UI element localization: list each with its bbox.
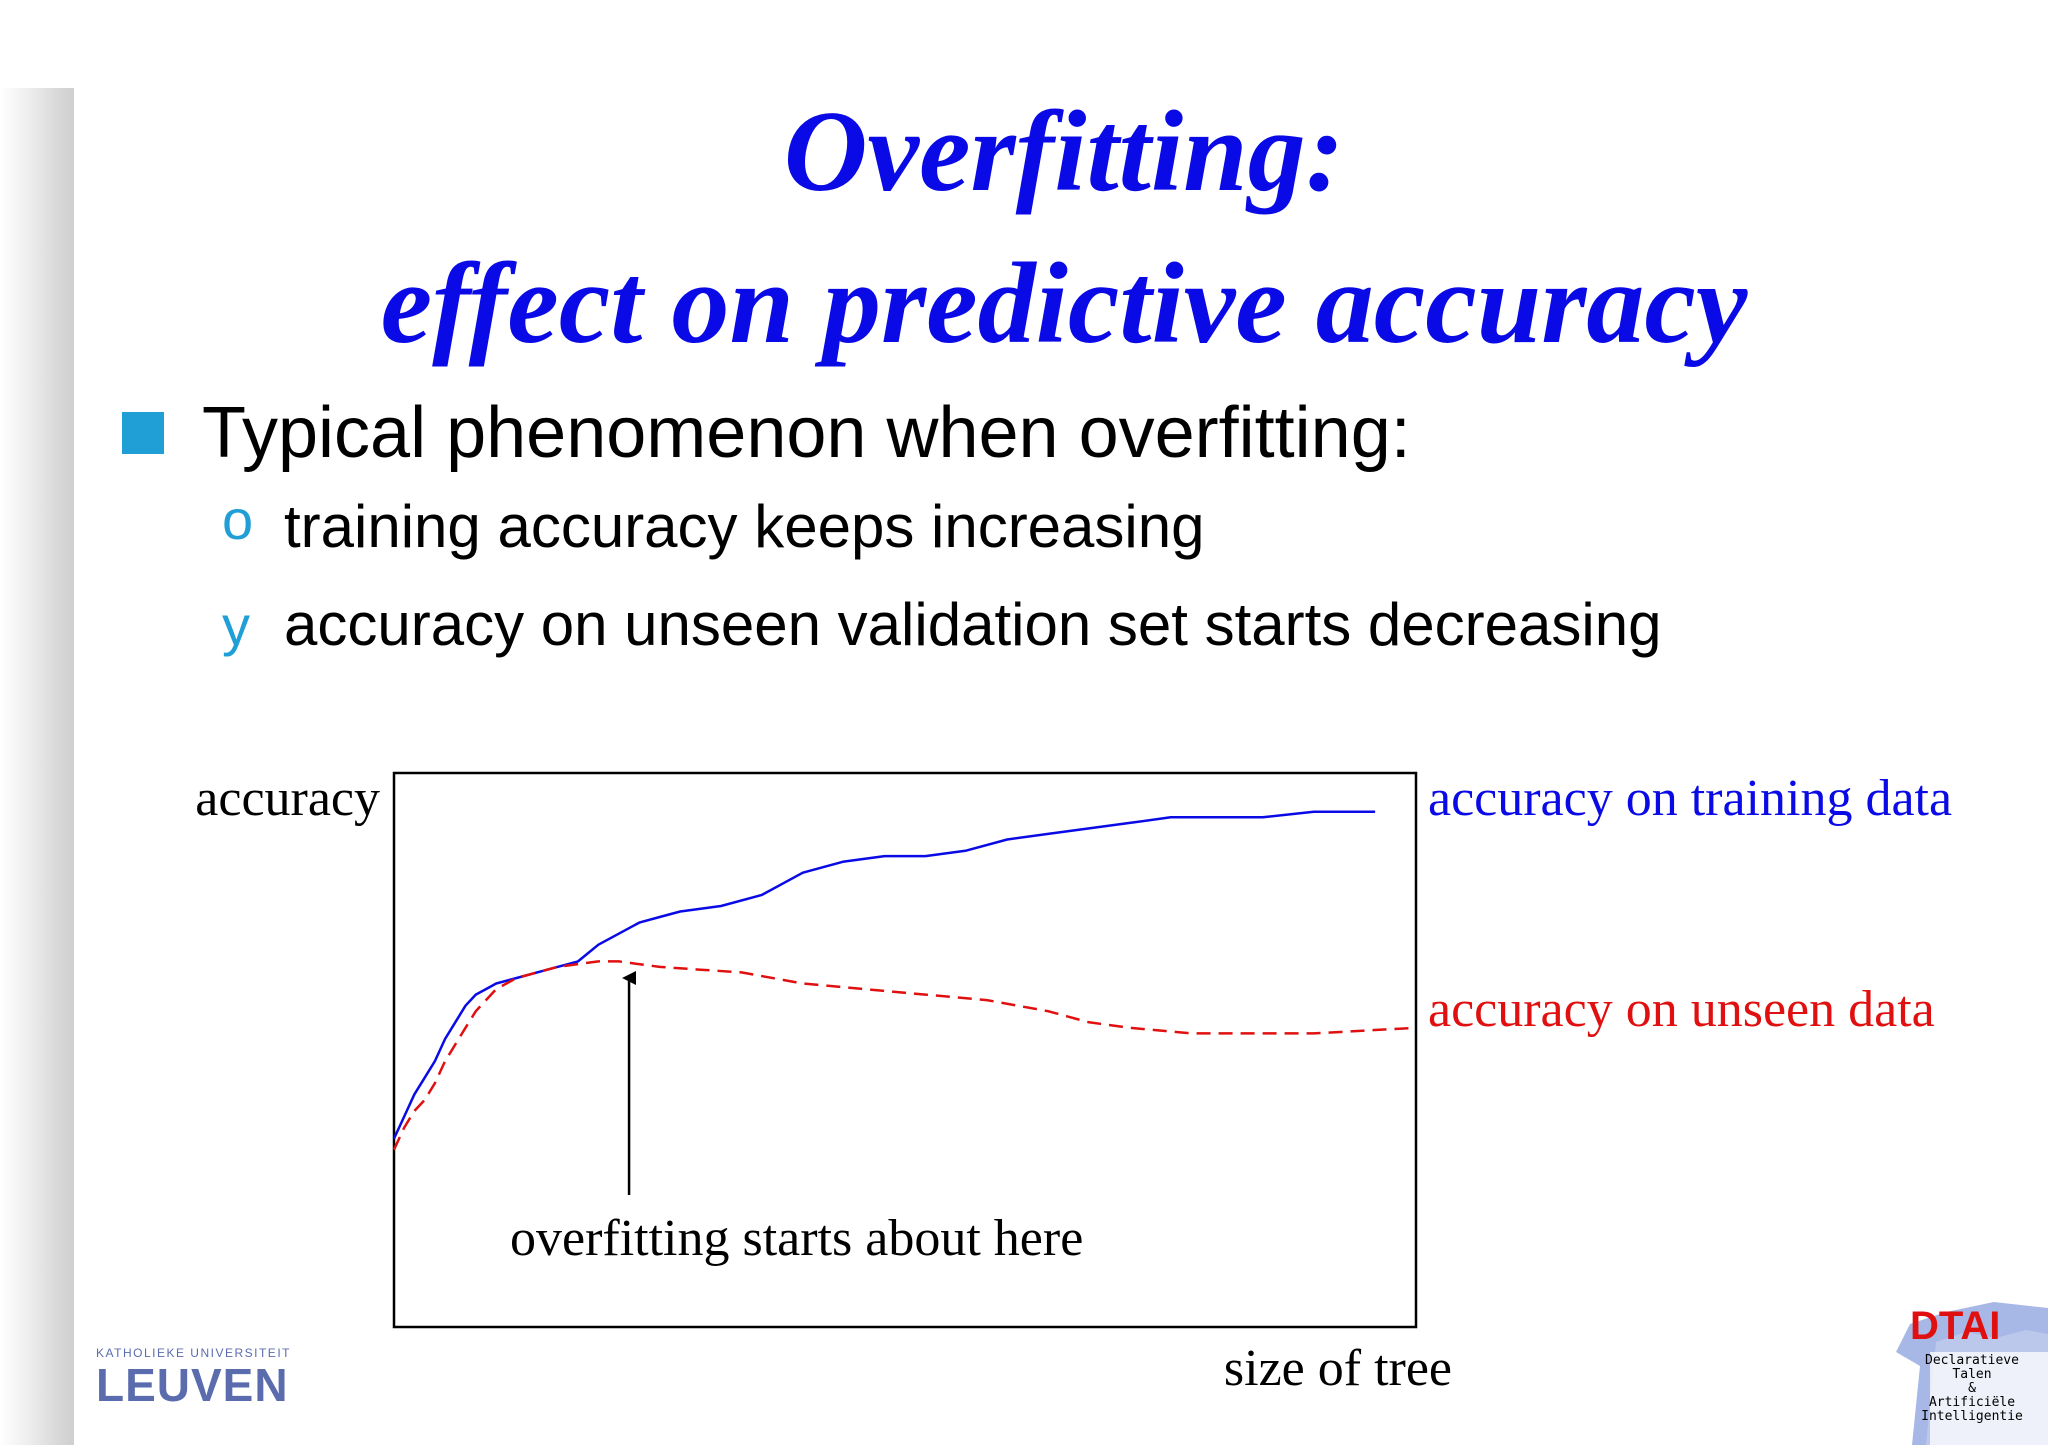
sub-bullet-marker-2: y: [222, 594, 250, 657]
series-line-training: [392, 810, 1376, 1140]
sub-bullet-1: o training accuracy keeps increasing: [222, 488, 1205, 561]
sub-bullet-text-2: accuracy on unseen validation set starts…: [284, 591, 1662, 658]
square-bullet-icon: [122, 412, 164, 454]
legend-unseen: accuracy on unseen data: [1428, 981, 1935, 1038]
sub-bullet-marker-1: o: [222, 488, 254, 551]
slide-left-shadow-bar: [0, 88, 74, 1445]
legend-training: accuracy on training data: [1428, 770, 1952, 827]
main-bullet-text: Typical phenomenon when overfitting:: [202, 393, 1411, 473]
dtai-logo-line-4: Artificiële: [1928, 1395, 2016, 1410]
dtai-logo-line-5: Intelligentie: [1921, 1409, 2023, 1424]
sub-bullet-text-1: training accuracy keeps increasing: [284, 493, 1205, 560]
dtai-logo-line-2: Talen: [1952, 1367, 1992, 1382]
dtai-logo-title: DTAI: [1910, 1304, 2001, 1348]
dtai-logo-line-3: &: [1968, 1381, 1976, 1396]
main-bullet: Typical phenomenon when overfitting:: [122, 392, 1411, 474]
x-axis-label: size of tree: [1224, 1340, 1452, 1397]
dtai-logo-background-icon: [1896, 1302, 2048, 1445]
series-line-unseen: [392, 960, 1417, 1151]
dtai-logo: DTAI Declaratieve Talen & Artificiële In…: [1896, 1302, 2048, 1445]
slide-title-line-1: Overfitting:: [783, 88, 1345, 216]
slide-title-line-2: effect on predictive accuracy: [380, 240, 1748, 368]
y-axis-label: accuracy: [195, 770, 380, 827]
ku-leuven-logo-main-text: LEUVEN: [96, 1359, 289, 1411]
series-layer: [392, 810, 1417, 1151]
plot-frame: [392, 771, 1418, 1329]
ku-leuven-logo-top-text: KATHOLIEKE UNIVERSITEIT: [96, 1346, 291, 1360]
ku-leuven-logo: KATHOLIEKE UNIVERSITEIT LEUVEN: [96, 1346, 306, 1410]
dtai-logo-line-1: Declaratieve: [1925, 1353, 2019, 1368]
sub-bullet-2: y accuracy on unseen validation set star…: [222, 590, 1661, 659]
overfitting-annotation: overfitting starts about here: [510, 1210, 1083, 1267]
